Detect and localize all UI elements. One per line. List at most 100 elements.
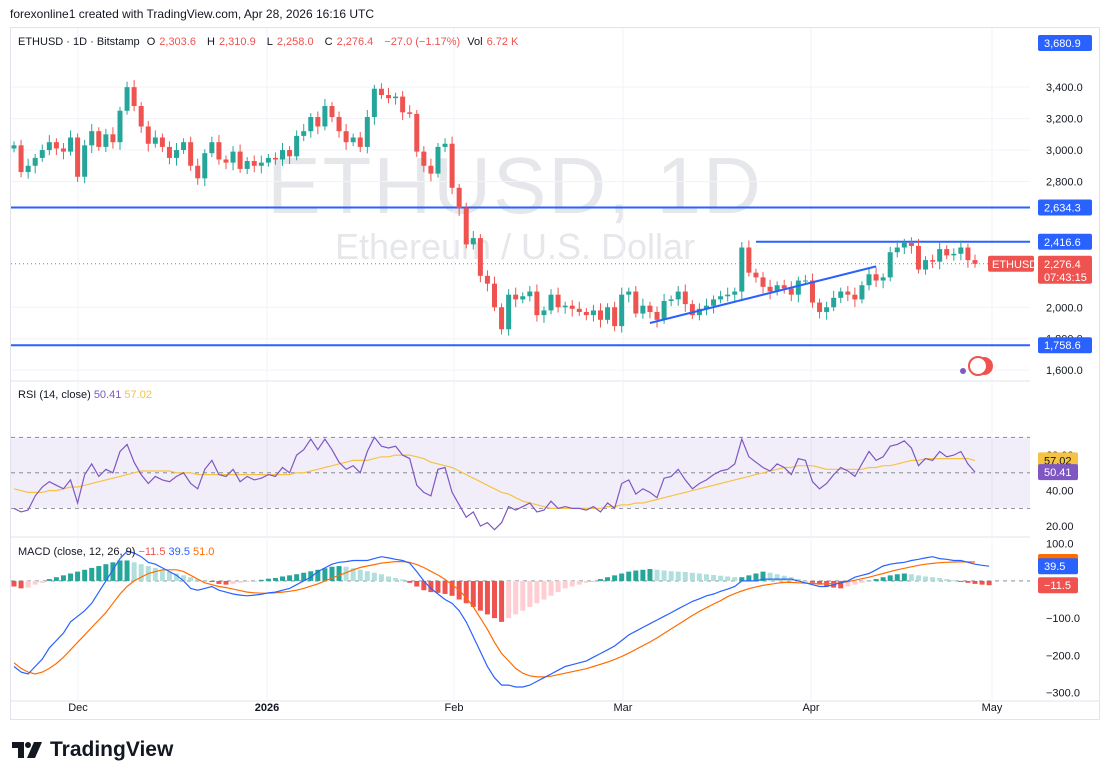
legend-close-label: C [324,36,333,48]
candle-body [845,291,851,295]
time-axis-label: Dec [68,702,88,714]
macd-histogram-bar [237,580,243,583]
macd-histogram-bar [562,580,568,589]
macd-histogram-bar [209,580,215,583]
candle-body [534,291,540,316]
macd-histogram-bar [619,573,625,581]
chart-frame [10,27,1100,720]
candle-body [767,286,773,292]
candle-body [110,134,116,143]
macd-histogram-bar [124,560,130,581]
macd-histogram-bar [915,575,921,581]
price-axis-label: 1,600.0 [1046,365,1083,377]
candle-body [350,137,356,143]
legend-volume-label: Vol [467,36,483,48]
macd-histogram-bar [703,574,709,581]
candle-body [548,294,554,311]
rsi-value-tag [1038,464,1078,481]
candle-body [654,311,660,320]
legend-volume: 6.72 K [486,36,519,48]
candle-body [407,112,413,114]
candle-body [223,159,229,163]
macd-histogram-bar [767,572,773,581]
candle-body [117,110,123,143]
macd-histogram-bar [223,580,229,585]
macd-histogram-bar [817,580,823,585]
candle-body [145,126,151,144]
rsi-axis-label: 20.00 [1046,521,1074,533]
price-level-tag-label: 3,680.9 [1044,38,1081,50]
macd-histogram-bar [378,574,384,581]
macd-value-tag [1038,577,1078,594]
candle-body [124,87,130,111]
candle-body [640,305,646,314]
macd-histogram-bar [661,570,667,581]
candle-body [131,87,137,107]
legend-symbol[interactable]: ETHUSD · 1D · Bitstamp [18,36,140,48]
macd-histogram-bar [280,576,286,581]
candle-body [972,260,978,264]
rsi-legend-title[interactable]: RSI (14, close) [18,389,91,401]
price-level-tag [1038,233,1092,250]
macd-histogram-bar [908,574,914,581]
macd-histogram-bar [965,580,971,583]
candle-body [18,145,24,173]
macd-value-tag-label: 39.5 [1044,561,1065,573]
macd-histogram-bar [901,573,907,581]
macd-axis-label: −100.0 [1046,613,1080,625]
macd-histogram-bar [82,569,88,581]
candle-body [647,305,653,312]
candle-body [894,247,900,253]
candle-body [908,242,914,246]
candle-body [675,291,681,300]
candle-body [612,307,618,327]
macd-histogram-bar [181,575,187,581]
candle-body [39,150,45,158]
macd-histogram-bar [152,567,158,581]
macd-histogram-bar [230,580,236,584]
macd-histogram-bar [597,579,603,581]
macd-histogram-bar [407,580,413,583]
candle-body [357,137,363,147]
macd-histogram-bar [774,574,780,581]
macd-histogram-bar [746,575,752,581]
candle-body [499,307,505,330]
macd-histogram-bar [944,579,950,581]
candle-body [400,96,406,113]
macd-histogram-bar [520,580,526,611]
candle-body [576,308,582,312]
candle-body [294,135,300,157]
candle-body [866,274,872,286]
candle-body [824,307,830,312]
macd-histogram-bar [75,571,81,581]
price-axis-label: 3,000.0 [1046,145,1083,157]
legend-high: 2,310.9 [218,36,256,48]
macd-histogram-bar [428,580,434,593]
tradingview-footer[interactable]: TradingView [12,738,173,762]
candle-body [965,247,971,261]
macd-histogram-bar [258,579,264,581]
macd-histogram-bar [11,580,17,587]
macd-histogram-bar [103,564,109,581]
candle-body [809,280,815,303]
candle-body [930,260,936,262]
macd-histogram-bar [46,579,52,581]
legend-open: 2,303.6 [159,36,196,48]
candle-body [668,299,674,301]
macd-histogram-bar [689,572,695,581]
macd-histogram-bar [986,580,992,586]
legend-low: 2,258.0 [276,36,314,48]
candle-body [725,294,731,297]
macd-histogram-bar [393,577,399,581]
candle-body [53,142,59,149]
price-legend: ETHUSD · 1D · Bitstamp O 2,303.6 H 2,310.9… [18,36,526,48]
candle-body [923,260,929,270]
macd-histogram-bar [668,571,674,581]
macd-axis-label: 100.0 [1046,539,1074,551]
macd-axis-label: −200.0 [1046,650,1080,662]
price-level-tag [1038,337,1092,354]
candle-body [258,162,264,166]
macd-histogram-bar [873,579,879,581]
macd-legend-title[interactable]: MACD (close, 12, 26, 9) [18,546,136,558]
